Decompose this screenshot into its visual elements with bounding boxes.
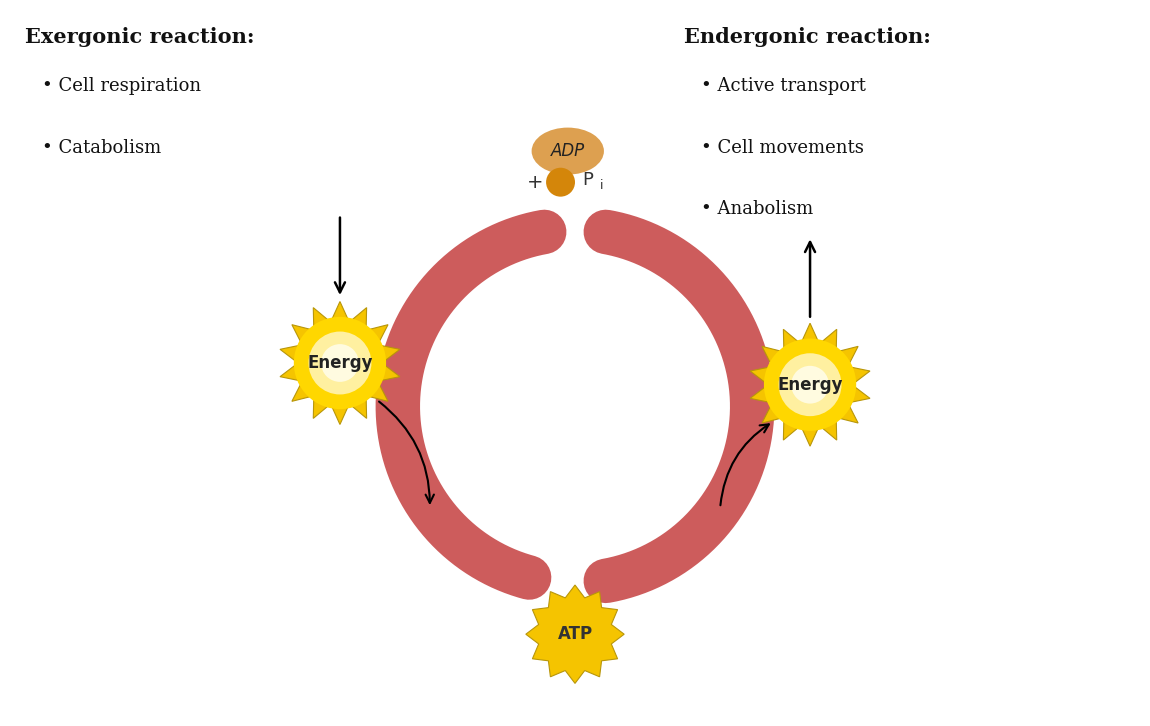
Circle shape [779, 354, 842, 416]
Text: Energy: Energy [777, 375, 843, 393]
Text: i: i [600, 179, 604, 192]
Polygon shape [750, 323, 871, 446]
Polygon shape [526, 585, 624, 683]
Text: ADP: ADP [551, 142, 585, 160]
Text: Energy: Energy [307, 354, 373, 372]
Circle shape [321, 344, 359, 382]
Circle shape [293, 317, 386, 409]
Circle shape [764, 338, 857, 431]
Circle shape [546, 168, 575, 197]
Text: +: + [527, 173, 544, 192]
Text: • Catabolism: • Catabolism [43, 139, 161, 157]
Text: Endergonic reaction:: Endergonic reaction: [684, 27, 930, 46]
Text: • Cell respiration: • Cell respiration [43, 78, 201, 95]
Circle shape [308, 332, 371, 394]
Text: Exergonic reaction:: Exergonic reaction: [25, 27, 254, 46]
Text: P: P [582, 171, 593, 189]
Ellipse shape [531, 128, 604, 174]
Circle shape [791, 366, 829, 404]
Text: ATP: ATP [558, 625, 592, 643]
Text: • Anabolism: • Anabolism [702, 200, 813, 219]
Text: • Cell movements: • Cell movements [702, 139, 864, 157]
Polygon shape [279, 301, 400, 425]
Text: • Active transport: • Active transport [702, 78, 866, 95]
